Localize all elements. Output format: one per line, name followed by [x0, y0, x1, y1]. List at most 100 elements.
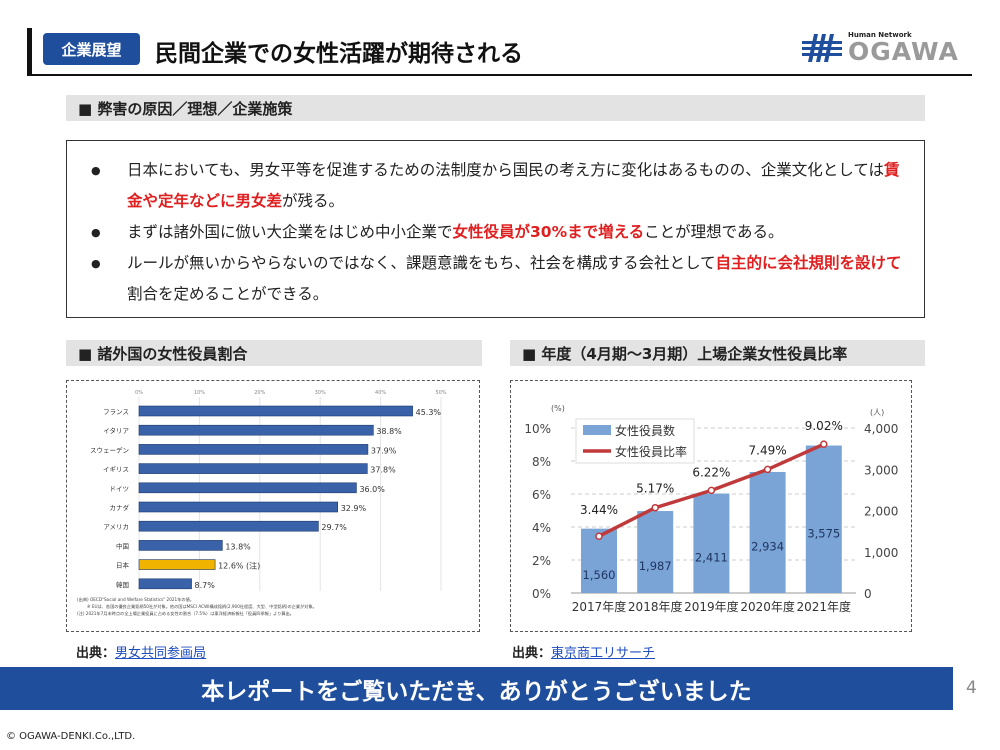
bar-value-label: 1,560	[583, 568, 616, 582]
x-tick-label: 50%	[435, 390, 446, 396]
category-label: カナダ	[110, 503, 130, 512]
category-label: フランス	[103, 408, 129, 416]
data-label: 45.3%	[416, 408, 442, 417]
legend-line-label: 女性役員比率	[615, 444, 687, 459]
bullet-text-run: が残る。	[282, 192, 345, 210]
bullet-item: ● まずは諸外国に倣い大企業をはじめ中小企業で女性役員が30%まで増えることが理想…	[91, 217, 904, 248]
category-label: イギリス	[103, 466, 129, 474]
x-tick-label: 2021年度	[797, 599, 852, 614]
y-left-tick: 10%	[524, 422, 551, 436]
ratio-point-1	[651, 503, 659, 512]
bar-4	[138, 482, 357, 494]
source-listed: 出典：東京商工リサーチ	[512, 642, 655, 661]
legend-bar-label: 女性役員数	[615, 423, 675, 438]
source-link-gender-bureau[interactable]: 男女共同参画局	[115, 646, 207, 661]
ratio-label: 7.49%	[749, 443, 787, 457]
bar-1	[637, 511, 674, 593]
source-link-tsr[interactable]: 東京商工リサーチ	[551, 646, 656, 661]
bullet-item: ● 日本においても、男女平等を促進するための法制度から国民の考え方に変化はあるもの…	[91, 155, 904, 217]
foreign-ratio-chart: 0% 10% 20% 30% 40% 50% フランス 45.3% イタリア 38.8% スウェーデ…	[77, 390, 447, 617]
bullet-text: 日本においても、男女平等を促進するための法制度から国民の考え方に変化はあるものの…	[127, 155, 904, 217]
bar-value-label: 1,987	[639, 559, 672, 573]
legend-bar-swatch	[583, 425, 611, 435]
y-right-tick: 0	[864, 587, 872, 601]
bar-8	[138, 559, 216, 570]
bullet-icon: ●	[91, 164, 101, 177]
data-label: 8.7%	[195, 581, 216, 590]
y-left-tick: 2%	[532, 554, 551, 568]
header-divider	[27, 74, 972, 76]
x-tick-label: 10%	[194, 390, 205, 396]
ratio-point-0	[595, 532, 603, 540]
data-label: 13.8%	[225, 542, 251, 551]
x-tick-label: 2020年度	[740, 599, 795, 614]
left-unit: (%)	[551, 404, 565, 413]
section-header-causes: ■ 弊害の原因／理想／企業施策	[66, 95, 925, 121]
page-number: 4	[966, 678, 977, 698]
bar-value-label: 3,575	[807, 526, 840, 540]
ratio-point-2	[707, 486, 716, 495]
logo-tagline: Human Network	[848, 31, 912, 39]
x-tick-label: 30%	[315, 390, 326, 396]
bullet-text: まずは諸外国に倣い大企業をはじめ中小企業で女性役員が30%まで増えることが理想で…	[127, 217, 784, 248]
x-tick-label: 20%	[254, 390, 265, 396]
bar-9	[138, 578, 192, 590]
y-left-tick: 0%	[532, 587, 551, 601]
ratio-point-4	[820, 440, 828, 448]
bar-2	[693, 493, 730, 593]
source-foreign: 出典：男女共同参画局	[76, 642, 206, 661]
bar-2	[138, 444, 369, 455]
category-label: スウェーデン	[90, 445, 129, 454]
bar-4	[805, 445, 842, 593]
ratio-label: 5.17%	[636, 482, 674, 496]
category-label: 韓国	[116, 580, 129, 589]
category-label: イタリア	[103, 426, 129, 435]
bullet-text-run: ルールが無いからやらないのではなく、課題意識をもち、社会を構成する会社として	[127, 254, 716, 272]
chart-note: (出典) OECD"Social and Welfare Statistics"…	[77, 596, 194, 603]
data-label: 12.6% (注)	[218, 561, 260, 571]
category-label: 日本	[116, 561, 130, 570]
source-label: 出典：	[512, 646, 552, 661]
category-label: ドイツ	[110, 485, 130, 493]
y-right-tick: 4,000	[864, 422, 898, 436]
x-tick-label: 40%	[375, 390, 386, 396]
bar-3	[749, 471, 786, 593]
category-badge: 企業展望	[43, 33, 140, 65]
emphasis-text: 賃金や定年などに男女差	[127, 161, 900, 210]
ratio-point-3	[763, 465, 772, 474]
emphasis-text: 自主的に会社規則を設けて	[715, 254, 902, 272]
ogawa-logo: Human Network OGAWA	[802, 31, 959, 64]
y-left-tick: 6%	[532, 488, 551, 502]
y-right-tick: 3,000	[864, 463, 898, 477]
source-label: 出典：	[76, 646, 116, 661]
bullet-box: ● 日本においても、男女平等を促進するための法制度から国民の考え方に変化はあるもの…	[66, 140, 925, 318]
data-label: 32.9%	[341, 504, 367, 513]
bullet-text-run: まずは諸外国に倣い大企業をはじめ中小企業で	[127, 223, 453, 241]
data-label: 37.8%	[370, 466, 396, 475]
logo-text: OGAWA	[848, 37, 959, 64]
bar-value-label: 2,411	[695, 550, 728, 564]
bar-3	[138, 463, 368, 474]
bar-value-label: 2,934	[751, 539, 784, 553]
x-tick-label: 2018年度	[628, 599, 683, 614]
bar-0	[138, 405, 413, 417]
data-label: 37.9%	[371, 446, 397, 455]
chart-note: (注) 2021年7月末時点の全上場企業役員に占める女性の割合（7.5%）は東洋…	[77, 610, 294, 617]
bar-6	[138, 520, 319, 532]
bullet-icon: ●	[91, 257, 101, 270]
y-right-tick: 1,000	[864, 546, 898, 560]
page-title: 民間企業での女性活躍が期待される	[155, 41, 523, 67]
y-left-tick: 8%	[532, 455, 551, 469]
chart-note: ※ EUは、各国の優良企業銘柄50社が対象。他の国はMSCI ACWI構成銘柄(…	[87, 603, 317, 610]
bullet-icon: ●	[91, 226, 101, 239]
y-right-tick: 2,000	[864, 505, 898, 519]
bar-5	[138, 501, 339, 513]
category-label: 中国	[116, 541, 129, 550]
x-tick-label: 2017年度	[572, 599, 627, 614]
copyright: © OGAWA-DENKI.Co.,LTD.	[6, 731, 136, 742]
bullet-text-run: 日本においても、男女平等を促進するための法制度から国民の考え方に変化はあるものの…	[127, 161, 885, 179]
title-accent-bar	[27, 28, 32, 75]
section-header-listed: ■ 年度（4月期～3月期）上場企業女性役員比率	[510, 340, 925, 366]
y-left-tick: 4%	[532, 521, 551, 535]
ratio-label: 6.22%	[692, 465, 730, 479]
